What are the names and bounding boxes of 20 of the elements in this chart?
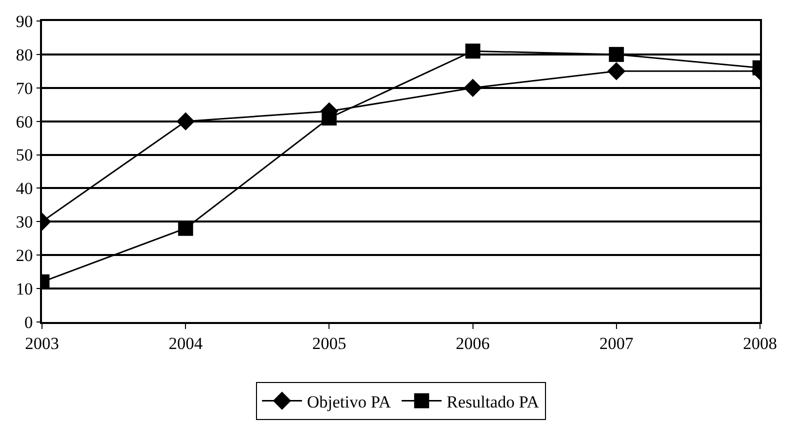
legend-label: Resultado PA bbox=[446, 392, 540, 412]
point bbox=[465, 44, 480, 59]
legend-label: Objetivo PA bbox=[307, 392, 392, 412]
x-tick-label: 2004 bbox=[168, 334, 204, 354]
x-tick-label: 2006 bbox=[456, 334, 490, 354]
x-tick-label: 2005 bbox=[312, 334, 346, 354]
y-tick-label: 80 bbox=[16, 45, 33, 64]
y-tick-label: 30 bbox=[16, 212, 33, 232]
y-tick-label: 70 bbox=[16, 78, 33, 98]
y-tick-label: 40 bbox=[16, 179, 33, 198]
point bbox=[464, 78, 482, 97]
x-tick-label: 2007 bbox=[599, 334, 634, 354]
y-tick-label: 10 bbox=[16, 280, 33, 299]
y-tick-label: 20 bbox=[16, 246, 33, 266]
x-tick-label: 2003 bbox=[25, 334, 59, 354]
y-tick-label: 60 bbox=[16, 112, 33, 132]
y-tick-label: 50 bbox=[16, 146, 33, 165]
y-tick-label: 90 bbox=[16, 12, 33, 31]
y-tick-label: 0 bbox=[24, 312, 33, 332]
x-tick-label: 2008 bbox=[743, 334, 777, 354]
